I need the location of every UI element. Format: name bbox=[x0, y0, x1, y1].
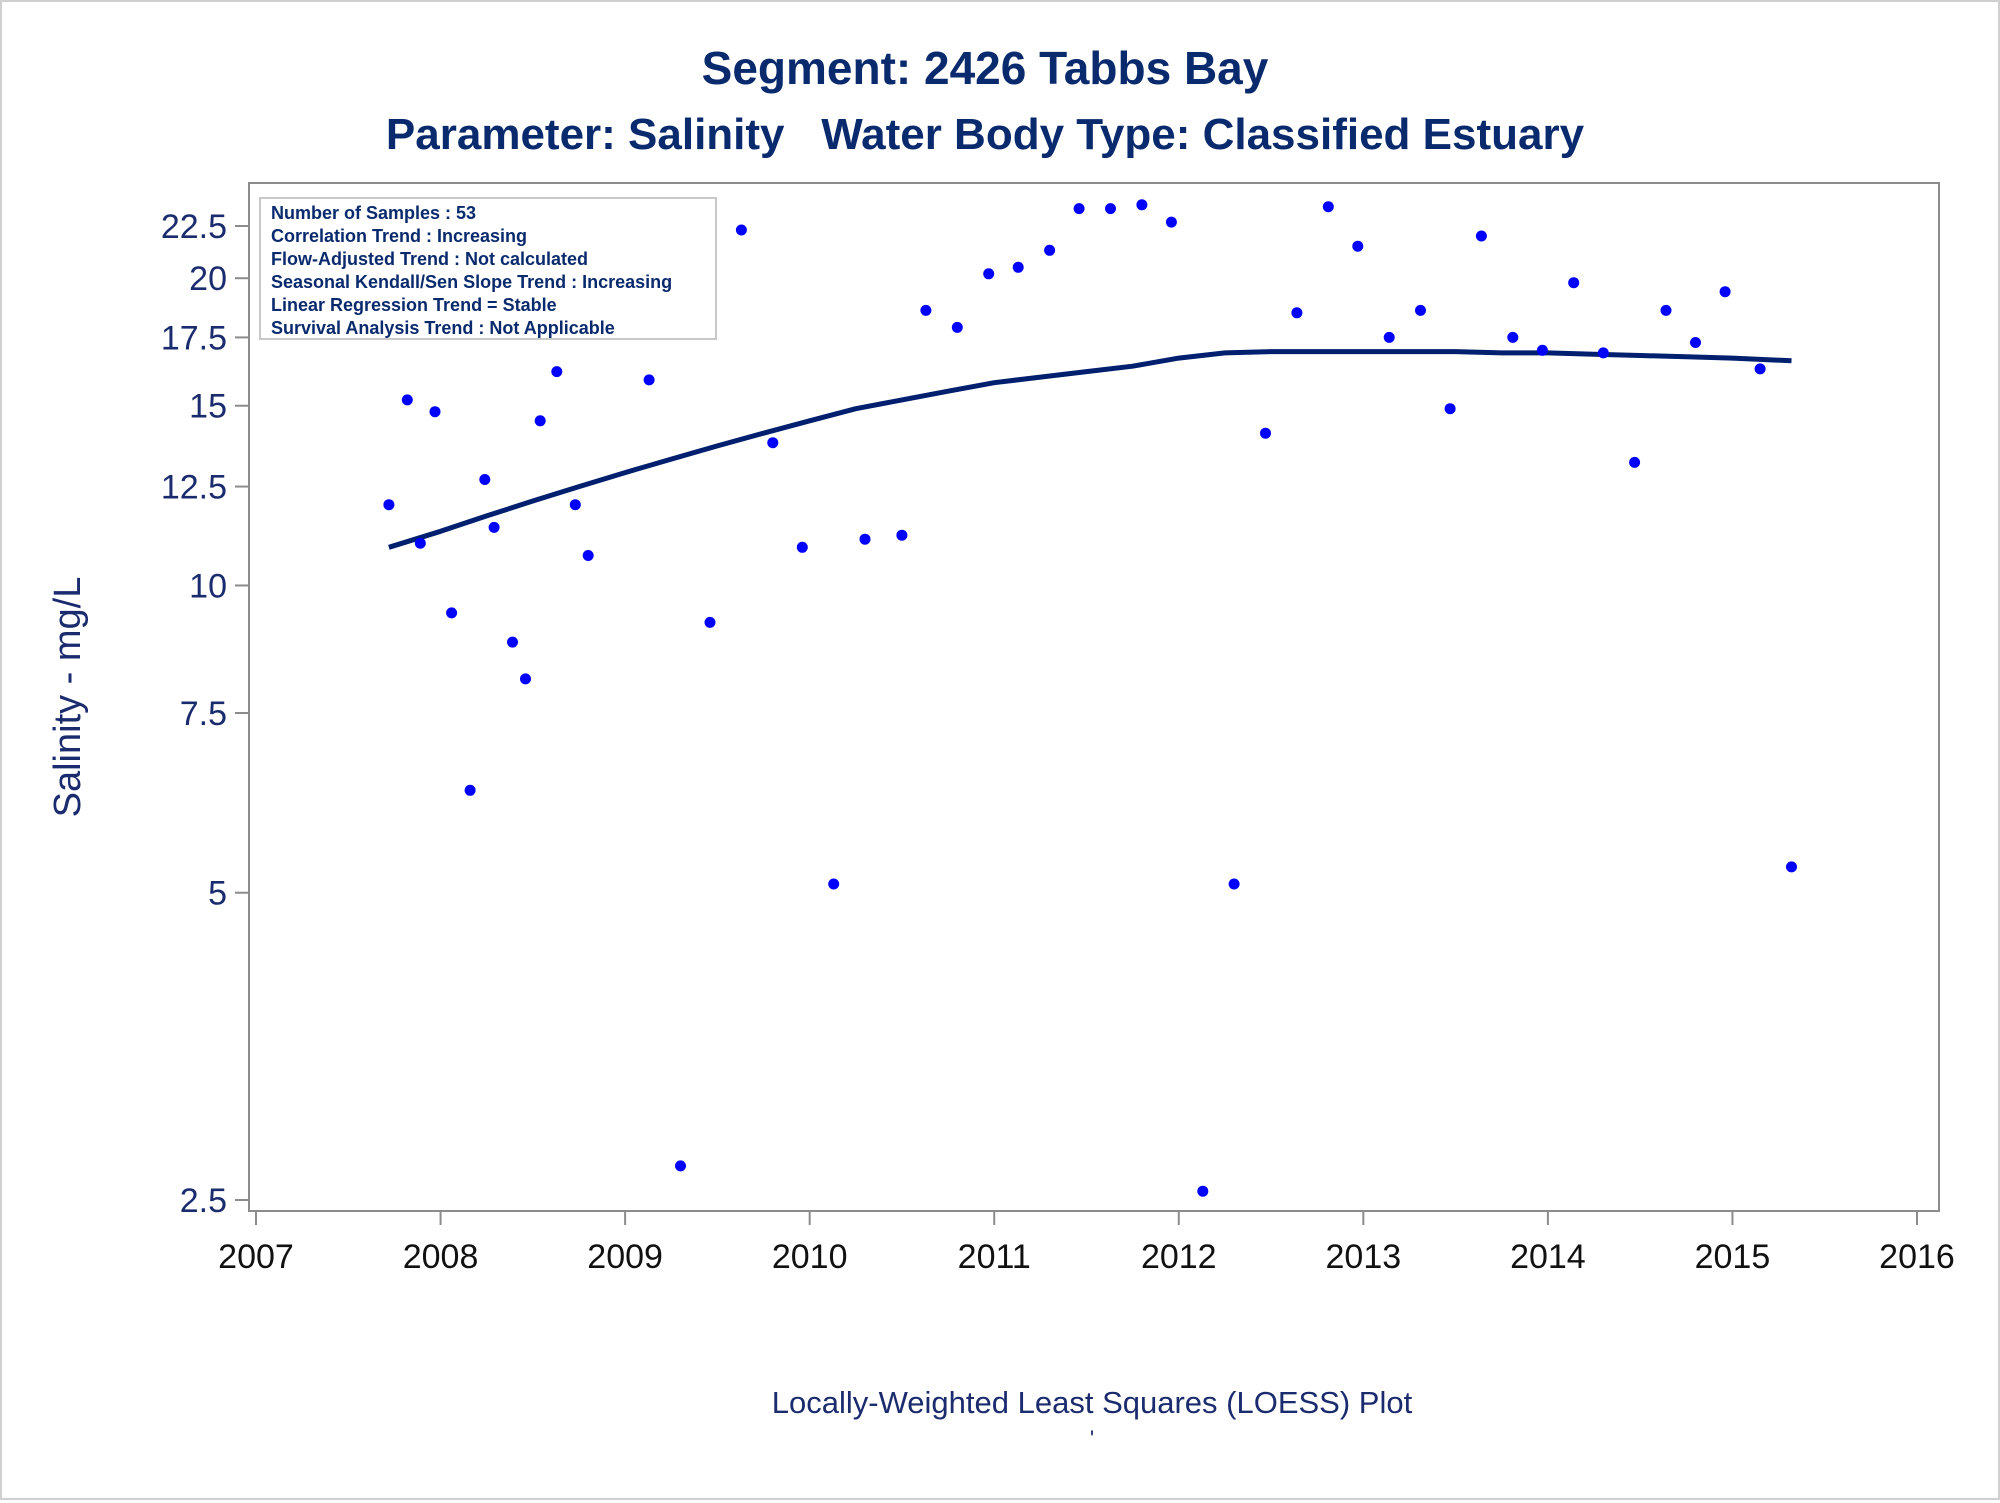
series-layer bbox=[383, 199, 1797, 1197]
chart-subtitle: Parameter: Salinity Water Body Type: Cla… bbox=[386, 110, 1585, 159]
y-tick-label: 20 bbox=[189, 260, 227, 298]
data-point bbox=[1105, 203, 1116, 215]
data-point bbox=[704, 616, 716, 628]
data-point bbox=[1536, 344, 1548, 356]
y-tick-label: 7.5 bbox=[180, 695, 227, 733]
data-point bbox=[983, 268, 995, 280]
x-axis: 2007 2008 2009 2010 2011 2012 2013 2014 2015 2016 bbox=[218, 1211, 1955, 1276]
data-point bbox=[1352, 240, 1364, 252]
data-point bbox=[1629, 456, 1641, 468]
data-point bbox=[767, 437, 779, 449]
x-tick-label: 2015 bbox=[1695, 1238, 1771, 1276]
data-point bbox=[446, 607, 458, 619]
info-line: Flow-Adjusted Trend : Not calculated bbox=[271, 249, 588, 269]
y-axis-label: Salinity - mg/L bbox=[47, 577, 89, 818]
data-point bbox=[920, 304, 932, 316]
data-point bbox=[1260, 427, 1271, 439]
data-point bbox=[1136, 199, 1148, 211]
data-point bbox=[1690, 337, 1701, 348]
y-axis: 2.5 5 7.5 10 12.5 15 17.5 20 22.5 bbox=[161, 208, 249, 1220]
y-tick-label: 22.5 bbox=[161, 208, 227, 246]
y-tick-label: 2.5 bbox=[180, 1182, 227, 1220]
x-tick-label: 2011 bbox=[958, 1238, 1031, 1276]
info-line: Survival Analysis Trend : Not Applicable bbox=[271, 318, 615, 338]
x-tick-label: 2010 bbox=[772, 1238, 848, 1276]
data-point bbox=[383, 499, 395, 511]
data-point bbox=[401, 394, 413, 406]
info-line: Number of Samples : 53 bbox=[271, 203, 476, 223]
y-tick-label: 12.5 bbox=[161, 469, 227, 507]
data-point bbox=[551, 366, 563, 378]
info-line: Linear Regression Trend = Stable bbox=[271, 295, 557, 315]
data-point bbox=[1597, 347, 1609, 359]
data-point bbox=[643, 374, 655, 386]
info-box-border bbox=[259, 197, 717, 340]
data-point bbox=[675, 1160, 686, 1172]
data-point bbox=[507, 636, 518, 648]
y-tick-label: 17.5 bbox=[161, 319, 227, 357]
data-point bbox=[1568, 277, 1580, 289]
data-point bbox=[1044, 244, 1056, 256]
y-tick-label: 15 bbox=[189, 388, 227, 426]
y-tick-label: 10 bbox=[189, 567, 227, 605]
data-point bbox=[1291, 307, 1303, 319]
x-tick-label: 2013 bbox=[1326, 1238, 1402, 1276]
data-point bbox=[735, 224, 747, 236]
data-point bbox=[429, 406, 441, 418]
data-point bbox=[1383, 331, 1395, 343]
data-point bbox=[1197, 1185, 1209, 1197]
data-point bbox=[1507, 331, 1519, 343]
x-tick-label: 2016 bbox=[1879, 1238, 1955, 1276]
data-point bbox=[569, 499, 581, 511]
data-point bbox=[796, 541, 808, 553]
data-point bbox=[1415, 304, 1426, 316]
data-point bbox=[951, 321, 963, 333]
data-point bbox=[1475, 230, 1487, 242]
x-tick-label: 2008 bbox=[403, 1238, 479, 1276]
data-point bbox=[1165, 216, 1177, 228]
x-tick-label: 2012 bbox=[1141, 1238, 1217, 1276]
data-point bbox=[1073, 203, 1085, 215]
data-point bbox=[464, 784, 476, 796]
footnote-mark: ' bbox=[1090, 1426, 1094, 1451]
data-point bbox=[1719, 286, 1731, 298]
data-point bbox=[534, 415, 546, 427]
x-tick-label: 2009 bbox=[587, 1238, 663, 1276]
plot-area bbox=[248, 182, 1940, 1212]
info-line: Seasonal Kendall/Sen Slope Trend : Incre… bbox=[271, 272, 672, 292]
data-point bbox=[859, 533, 871, 545]
info-box: Number of Samples : 53 Correlation Trend … bbox=[259, 197, 717, 340]
x-tick-label: 2014 bbox=[1510, 1238, 1586, 1276]
data-point bbox=[582, 550, 594, 561]
info-line: Correlation Trend : Increasing bbox=[271, 226, 527, 246]
data-point bbox=[1660, 304, 1672, 316]
data-point bbox=[1228, 878, 1240, 890]
data-point bbox=[828, 878, 840, 890]
data-point bbox=[520, 673, 531, 685]
data-point bbox=[896, 529, 908, 541]
y-tick-label: 5 bbox=[208, 875, 227, 913]
data-point bbox=[1322, 201, 1334, 213]
chart-title: Segment: 2426 Tabbs Bay bbox=[702, 42, 1269, 94]
data-point bbox=[1012, 261, 1024, 273]
data-point bbox=[488, 521, 500, 533]
loess-line bbox=[388, 349, 1792, 550]
data-point bbox=[414, 537, 426, 549]
data-point bbox=[1444, 403, 1456, 415]
footnote: Locally-Weighted Least Squares (LOESS) P… bbox=[772, 1385, 1413, 1420]
data-point bbox=[1754, 363, 1766, 375]
x-tick-label: 2007 bbox=[218, 1238, 294, 1276]
data-point bbox=[479, 474, 491, 485]
data-point bbox=[1786, 861, 1797, 873]
